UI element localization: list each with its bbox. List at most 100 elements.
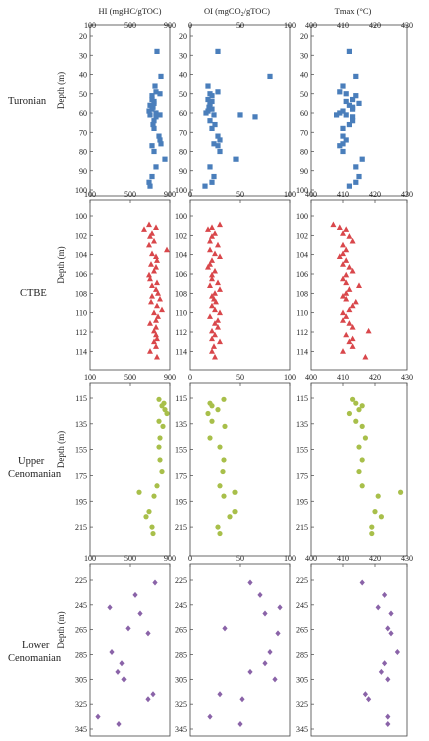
- data-point-turonian-oi: [205, 96, 211, 103]
- data-point-turonian-tmax: [340, 148, 346, 155]
- data-point-ctbe-tmax: [343, 290, 350, 296]
- data-point-upper-cenomanian-hi: [149, 524, 155, 530]
- data-point-ctbe-hi: [151, 267, 157, 274]
- data-point-ctbe-oi: [207, 282, 213, 288]
- data-point-ctbe-hi: [149, 282, 155, 288]
- x-tick-label-tmax: 410: [337, 21, 349, 30]
- x-tick-label-hi: 900: [164, 190, 176, 199]
- data-point-ctbe-tmax: [330, 221, 337, 228]
- x-tick-label-tmax: 420: [369, 554, 381, 563]
- data-point-ctbe-tmax: [346, 233, 353, 239]
- data-point-ctbe-tmax: [343, 295, 350, 302]
- data-point-turonian-hi: [147, 112, 153, 118]
- data-point-lower-cenomanian-tmax: [385, 676, 391, 683]
- y-tick-label-oi: 100: [175, 212, 187, 221]
- y-tick-label-oi: 100: [175, 186, 187, 195]
- row-label-upper-2: Cenomanian: [8, 469, 62, 480]
- y-tick-label-tmax: 108: [296, 289, 308, 298]
- x-tick-label-tmax: 420: [369, 21, 381, 30]
- data-point-ctbe-hi: [149, 250, 155, 257]
- y-tick-label-oi: 70: [179, 128, 187, 137]
- y-tick-label-tmax: 265: [296, 626, 308, 635]
- data-point-upper-cenomanian-oi: [209, 418, 215, 424]
- x-tick-label-oi: 100: [284, 190, 296, 199]
- data-point-upper-cenomanian-oi: [227, 514, 233, 520]
- data-point-upper-cenomanian-tmax: [356, 444, 362, 450]
- data-point-ctbe-oi: [207, 237, 213, 244]
- y-tick-label-tmax: 60: [300, 109, 308, 118]
- x-tick-label-oi: 0: [188, 190, 192, 199]
- data-point-turonian-oi: [211, 141, 217, 147]
- data-point-upper-cenomanian-oi: [222, 423, 228, 429]
- x-tick-label-oi: 100: [284, 21, 296, 30]
- data-point-turonian-tmax: [346, 48, 352, 54]
- data-point-ctbe-oi: [213, 298, 219, 305]
- data-point-ctbe-oi: [212, 320, 218, 326]
- data-point-lower-cenomanian-tmax: [385, 721, 391, 728]
- x-tick-label-oi: 50: [236, 554, 244, 563]
- y-tick-label-hi: 50: [79, 90, 87, 99]
- data-point-ctbe-oi: [217, 338, 223, 345]
- data-point-upper-cenomanian-oi: [220, 468, 226, 475]
- data-point-ctbe-tmax: [340, 250, 346, 257]
- data-point-turonian-tmax: [350, 96, 356, 103]
- data-point-upper-cenomanian-oi: [221, 396, 227, 402]
- x-tick-label-tmax: 400: [305, 21, 317, 30]
- y-tick-label-hi: 90: [79, 167, 87, 176]
- y-tick-label-tmax: 100: [296, 186, 308, 195]
- y-tick-label-hi: 40: [79, 71, 87, 80]
- y-tick-label-oi: 30: [179, 51, 187, 60]
- y-tick-label-tmax: 115: [296, 394, 308, 403]
- y-tick-label-tmax: 195: [296, 497, 308, 506]
- data-point-ctbe-hi: [148, 261, 154, 267]
- y-tick-label-hi: 100: [75, 212, 87, 221]
- data-point-ctbe-oi: [217, 286, 223, 292]
- data-point-ctbe-oi: [215, 323, 221, 330]
- x-tick-label-tmax: 430: [401, 373, 413, 382]
- data-point-turonian-tmax: [343, 112, 349, 118]
- data-point-lower-cenomanian-hi: [119, 660, 125, 667]
- data-point-turonian-oi: [267, 73, 273, 80]
- data-point-ctbe-tmax: [343, 226, 350, 232]
- data-point-ctbe-hi: [153, 224, 159, 230]
- x-tick-label-hi: 500: [124, 190, 136, 199]
- data-point-turonian-oi: [207, 118, 213, 124]
- data-point-turonian-hi: [162, 156, 168, 162]
- data-point-turonian-hi: [151, 100, 157, 106]
- data-point-lower-cenomanian-oi: [262, 610, 268, 617]
- y-tick-label-hi: 325: [75, 700, 87, 709]
- data-point-lower-cenomanian-oi: [277, 604, 283, 611]
- data-point-upper-cenomanian-hi: [159, 468, 165, 475]
- y-tick-label-tmax: 325: [296, 700, 308, 709]
- panel-frame-lower-cenomanian-tmax: [310, 563, 408, 737]
- data-point-ctbe-hi: [155, 290, 161, 296]
- data-point-turonian-tmax: [337, 110, 343, 116]
- data-point-turonian-oi: [215, 133, 221, 139]
- data-point-turonian-tmax: [353, 73, 359, 80]
- y-tick-label-oi: 225: [175, 576, 187, 585]
- x-tick-label-tmax: 430: [401, 190, 413, 199]
- data-point-turonian-hi: [153, 89, 159, 95]
- data-point-upper-cenomanian-oi: [232, 489, 238, 495]
- data-point-lower-cenomanian-hi: [109, 649, 115, 656]
- y-tick-label-hi: 60: [79, 109, 87, 118]
- data-point-turonian-hi: [149, 93, 155, 99]
- header-oi: OI (mgCO2/gTOC): [204, 6, 270, 18]
- data-point-lower-cenomanian-tmax: [388, 630, 394, 637]
- data-point-upper-cenomanian-tmax: [359, 457, 365, 463]
- y-tick-label-hi: 100: [75, 186, 87, 195]
- data-point-ctbe-hi: [159, 306, 165, 313]
- y-tick-label-tmax: 114: [296, 347, 308, 356]
- y-tick-label-hi: 155: [75, 446, 87, 455]
- data-point-ctbe-hi: [146, 241, 152, 248]
- panel-frame-upper-cenomanian-tmax: [310, 382, 408, 557]
- data-point-turonian-hi: [150, 121, 156, 128]
- data-point-turonian-oi: [215, 143, 221, 149]
- panel-frame-upper-cenomanian-oi: [189, 382, 291, 557]
- data-point-ctbe-hi: [149, 293, 155, 299]
- data-point-lower-cenomanian-hi: [145, 696, 151, 703]
- data-point-upper-cenomanian-oi: [205, 410, 211, 417]
- data-point-turonian-hi: [153, 164, 159, 170]
- y-tick-label-oi: 50: [179, 90, 187, 99]
